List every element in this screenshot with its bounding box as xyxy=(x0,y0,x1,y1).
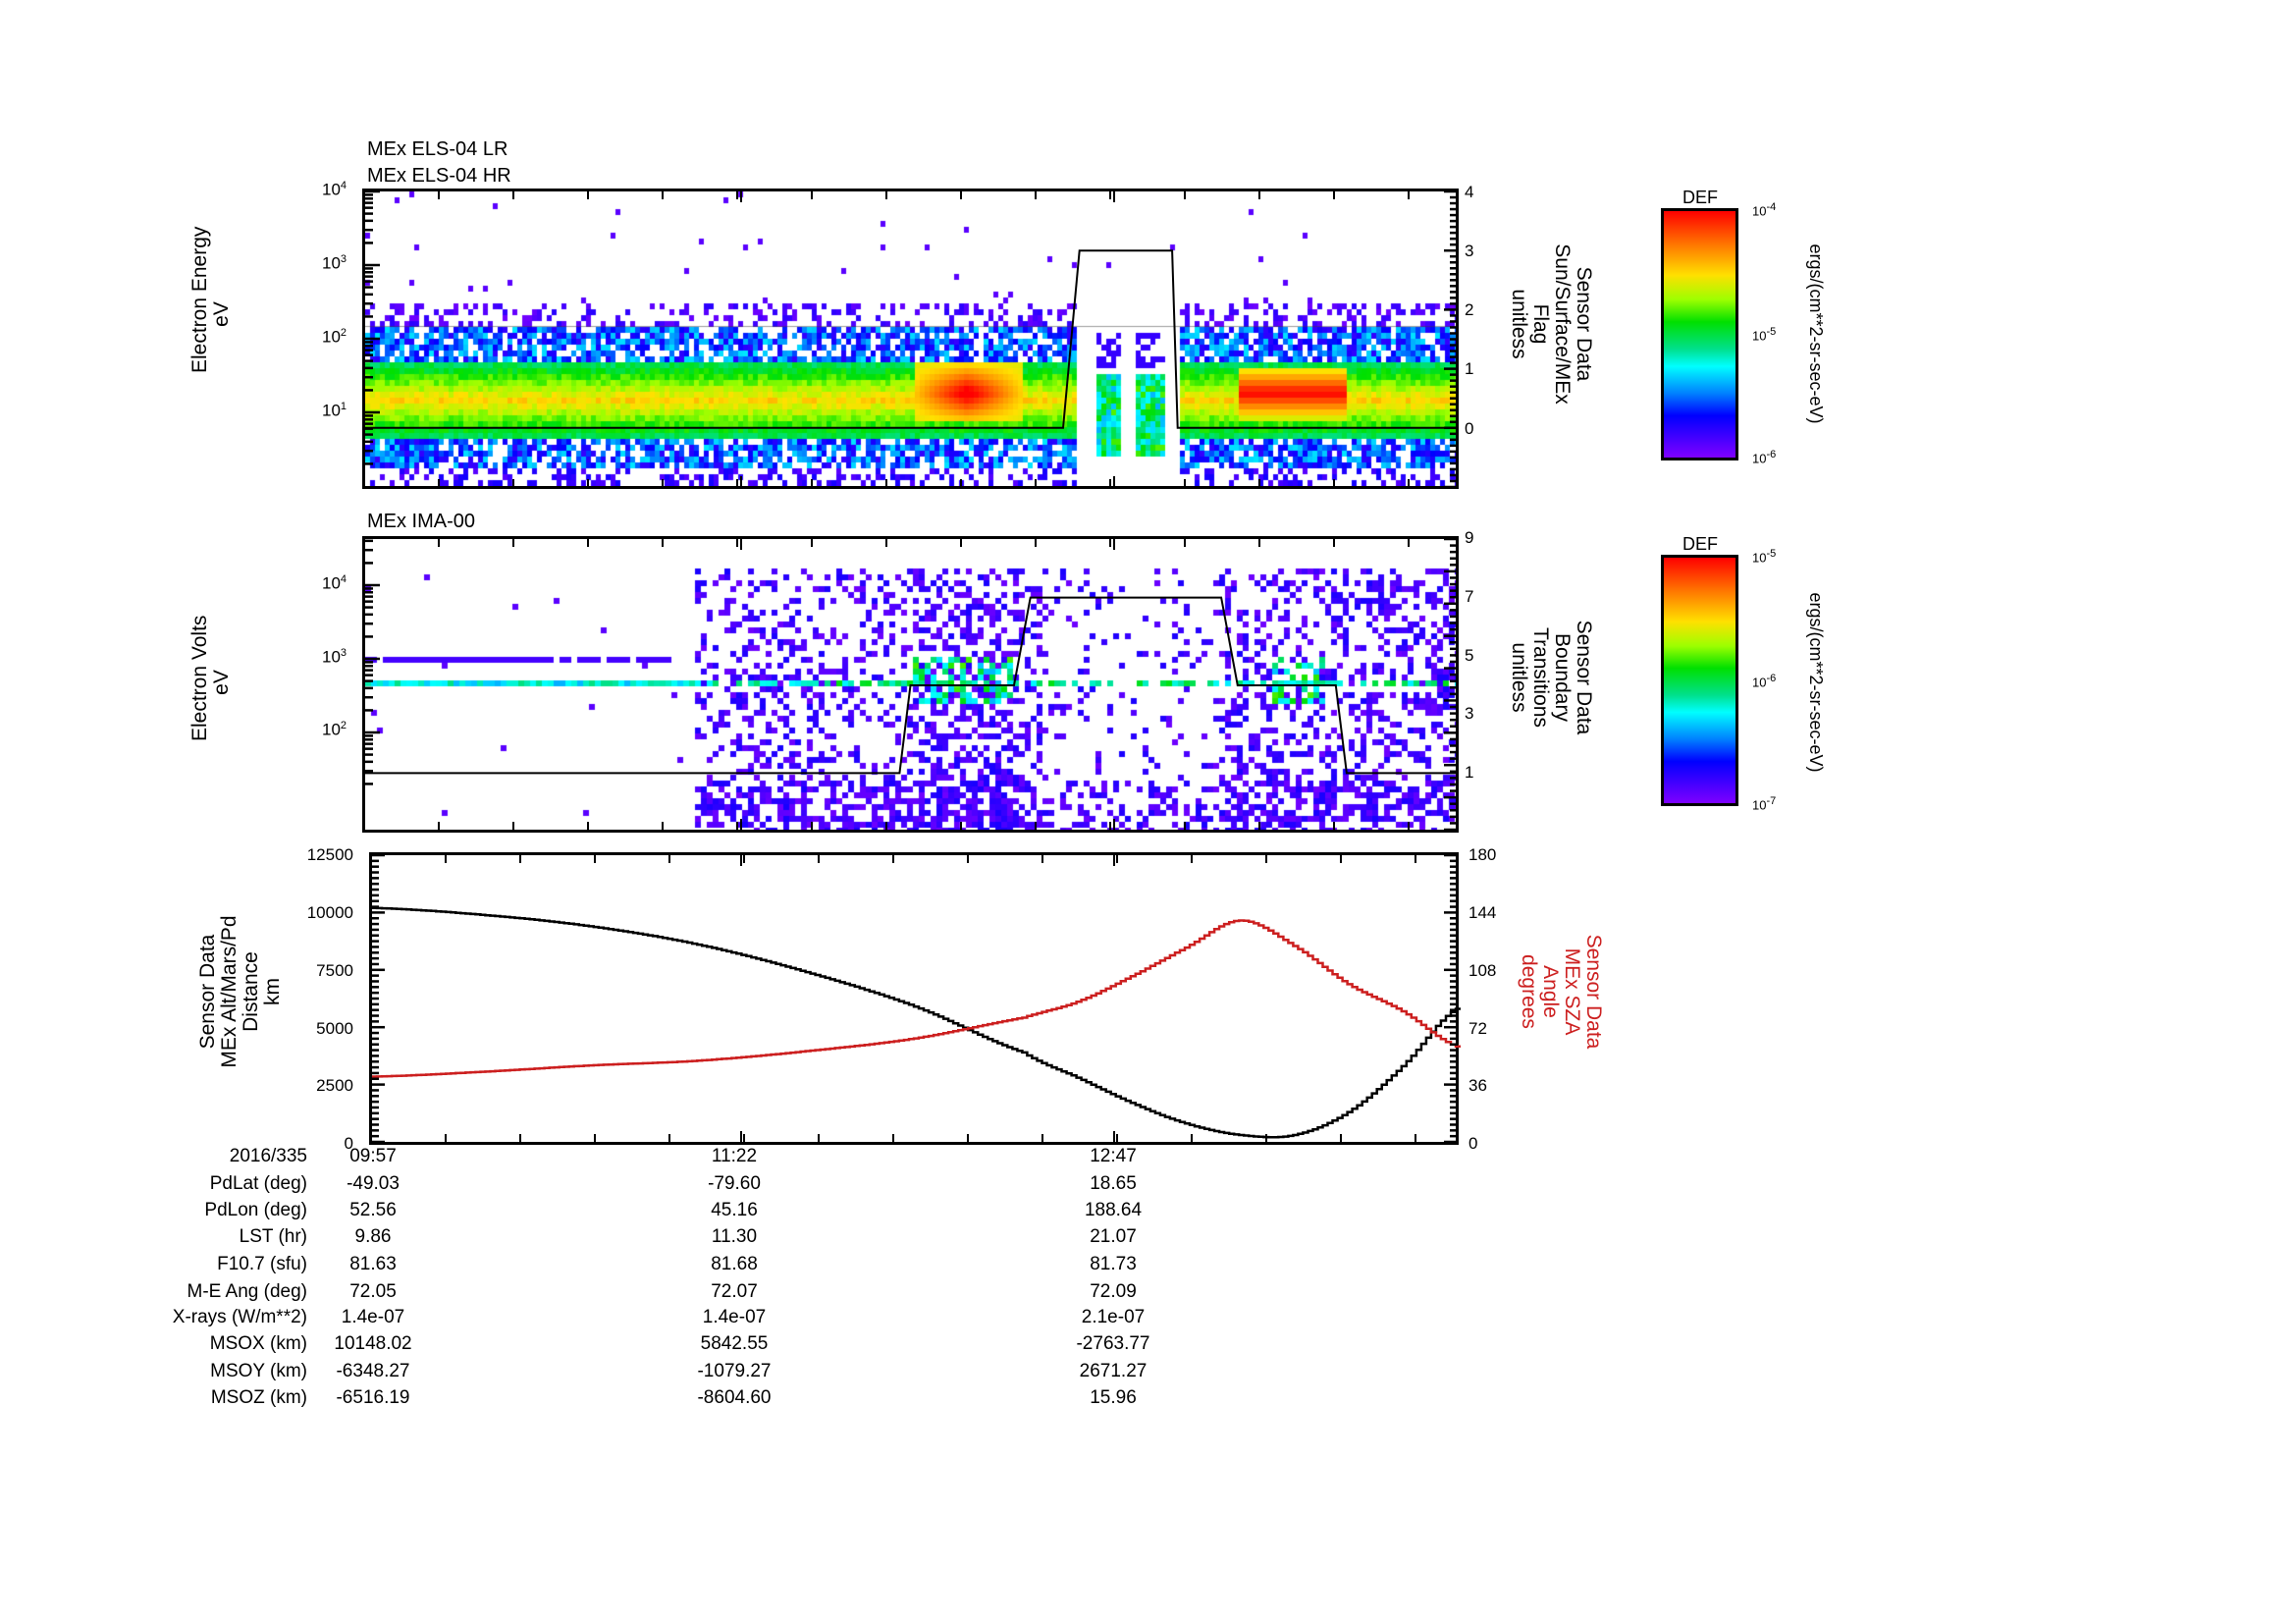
colorbar2-title: DEF xyxy=(1682,534,1718,554)
ephemeris-value: 72.09 xyxy=(1090,1281,1137,1302)
panel2-rtick-7: 7 xyxy=(1465,587,1474,606)
panel2-axis-ticks xyxy=(364,537,1458,832)
colorbar1-tick-bot: 10-6 xyxy=(1752,449,1777,466)
panel1-title-lr: MEx ELS-04 LR xyxy=(367,138,508,160)
panel1-rtick-2: 2 xyxy=(1465,300,1474,319)
panel3-rtick-36: 36 xyxy=(1468,1076,1487,1095)
ephemeris-value: 15.96 xyxy=(1090,1387,1137,1408)
panel2-ytick-1e2: 102 xyxy=(322,720,347,739)
panel2-ytick-1e3: 103 xyxy=(322,647,347,667)
ephemeris-label: PdLat (deg) xyxy=(209,1173,307,1194)
panel3-axis-ticks xyxy=(371,853,1458,1144)
ephemeris-label: F10.7 (sfu) xyxy=(217,1254,307,1274)
panel2-ytick-1e4: 104 xyxy=(322,573,347,593)
colorbar2-tick-top: 10-5 xyxy=(1752,548,1777,566)
panel2-left-axis-label: Electron Volts eV xyxy=(188,615,233,741)
ephemeris-value: 1.4e-07 xyxy=(341,1307,405,1327)
colorbar1 xyxy=(1661,208,1738,460)
ephemeris-value: -79.60 xyxy=(708,1173,761,1194)
panel1-rtick-4: 4 xyxy=(1465,183,1474,201)
panel3-ytick-10000: 10000 xyxy=(306,903,353,922)
ephemeris-label: MSOX (km) xyxy=(209,1333,307,1354)
ephemeris-value: 18.65 xyxy=(1090,1173,1137,1194)
panel3-rtick-0: 0 xyxy=(1468,1134,1478,1153)
panel3-ytick-5000: 5000 xyxy=(316,1019,353,1038)
ephemeris-value: 72.05 xyxy=(349,1281,397,1302)
colorbar2 xyxy=(1661,555,1738,806)
ephemeris-value: 72.07 xyxy=(711,1281,758,1302)
panel2-rtick-9: 9 xyxy=(1465,528,1474,547)
ephemeris-label: X-rays (W/m**2) xyxy=(172,1307,307,1327)
ephemeris-value: 45.16 xyxy=(711,1200,758,1220)
ephemeris-value: -1079.27 xyxy=(697,1361,772,1381)
ephemeris-value: 2671.27 xyxy=(1079,1361,1148,1381)
panel1-rtick-0: 0 xyxy=(1465,419,1474,438)
panel1-rtick-1: 1 xyxy=(1465,359,1474,378)
ephemeris-label: 2016/335 xyxy=(229,1146,307,1166)
colorbar1-title: DEF xyxy=(1682,188,1718,207)
ephemeris-value: 81.63 xyxy=(349,1254,397,1274)
ephemeris-value: 10148.02 xyxy=(334,1333,412,1354)
ephemeris-value: -8604.60 xyxy=(697,1387,772,1408)
ephemeris-value: -49.03 xyxy=(347,1173,400,1194)
ephemeris-value: 21.07 xyxy=(1090,1226,1137,1247)
panel3-ytick-0: 0 xyxy=(344,1134,353,1153)
colorbar2-unit-label: ergs/(cm**2-sr-sec-eV) xyxy=(1806,592,1826,773)
panel1-flag-line xyxy=(365,249,1456,429)
ephemeris-label: MSOZ (km) xyxy=(210,1387,307,1408)
panel1-right-axis-label: Sensor Data Sun/Surface/MEx Flag unitles… xyxy=(1508,243,1595,405)
ephemeris-value: 11:22 xyxy=(711,1146,758,1166)
ephemeris-value: 11.30 xyxy=(711,1226,758,1247)
panel1-ytick-1e4: 104 xyxy=(322,180,347,199)
panel3-plot-area xyxy=(369,852,1459,1145)
ephemeris-value: 81.68 xyxy=(711,1254,758,1274)
panel3-ytick-7500: 7500 xyxy=(316,961,353,980)
colorbar1-tick-mid: 10-5 xyxy=(1752,326,1777,344)
panel1-ytick-1e1: 101 xyxy=(322,401,347,420)
panel1-axis-ticks xyxy=(364,189,1458,489)
ephemeris-value: 188.64 xyxy=(1084,1200,1143,1220)
panel2-boundary-line xyxy=(365,596,1456,775)
panel1-left-axis-label: Electron Energy eV xyxy=(188,226,233,373)
colorbar1-tick-top: 10-4 xyxy=(1752,201,1777,219)
panel3-rtick-108: 108 xyxy=(1468,961,1497,980)
ephemeris-label: M-E Ang (deg) xyxy=(187,1281,308,1302)
panel3-left-axis-label: Sensor Data MEx Alt/Mars/Pd Distance km xyxy=(196,915,284,1068)
ephemeris-value: 52.56 xyxy=(349,1200,397,1220)
panel1-rtick-3: 3 xyxy=(1465,242,1474,260)
panel3-ytick-2500: 2500 xyxy=(316,1076,353,1095)
panel2-right-axis-label: Sensor Data Boundary Transitions unitles… xyxy=(1508,620,1595,735)
ephemeris-value: 81.73 xyxy=(1090,1254,1137,1274)
ephemeris-label: MSOY (km) xyxy=(210,1361,307,1381)
colorbar1-unit-label: ergs/(cm**2-sr-sec-eV) xyxy=(1806,243,1826,424)
ephemeris-value: 12:47 xyxy=(1090,1146,1137,1166)
panel2-rtick-5: 5 xyxy=(1465,646,1474,665)
panel1-title-hr: MEx ELS-04 HR xyxy=(367,165,511,187)
colorbar2-tick-mid: 10-6 xyxy=(1752,673,1777,690)
panel3-rtick-144: 144 xyxy=(1468,903,1497,922)
panel1-spectrogram xyxy=(365,191,1456,486)
ephemeris-value: -6516.19 xyxy=(336,1387,410,1408)
ephemeris-value: -2763.77 xyxy=(1076,1333,1150,1354)
ephemeris-label: LST (hr) xyxy=(239,1226,307,1247)
ephemeris-value: 1.4e-07 xyxy=(702,1307,767,1327)
panel3-lines xyxy=(372,906,1461,1139)
panel3-right-axis-label: Sensor Data MEx SZA Angle degrees xyxy=(1518,934,1605,1050)
ephemeris-label: PdLon (deg) xyxy=(204,1200,307,1220)
panel3-rtick-72: 72 xyxy=(1468,1019,1487,1038)
panel2-rtick-3: 3 xyxy=(1465,704,1474,723)
ephemeris-value: -6348.27 xyxy=(336,1361,410,1381)
panel3-ytick-12500: 12500 xyxy=(306,845,353,864)
ephemeris-value: 09:57 xyxy=(349,1146,397,1166)
panel3-rtick-180: 180 xyxy=(1468,845,1497,864)
ephemeris-value: 5842.55 xyxy=(700,1333,769,1354)
panel1-ytick-1e2: 102 xyxy=(322,327,347,347)
ephemeris-value: 2.1e-07 xyxy=(1081,1307,1146,1327)
panel2-rtick-1: 1 xyxy=(1465,763,1474,782)
ephemeris-value: 9.86 xyxy=(354,1226,392,1247)
colorbar2-tick-bot: 10-7 xyxy=(1752,795,1777,813)
panel2-title: MEx IMA-00 xyxy=(367,511,476,532)
panel1-ytick-1e3: 103 xyxy=(322,253,347,273)
